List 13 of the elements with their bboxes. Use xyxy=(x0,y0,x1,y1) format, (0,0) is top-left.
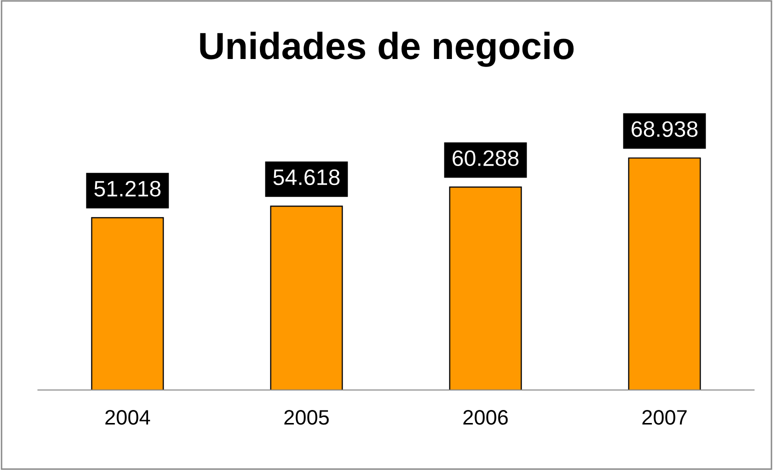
x-tick-label: 2005 xyxy=(284,410,329,425)
bar xyxy=(91,217,164,390)
chart-title: Unidades de negocio xyxy=(200,32,574,67)
x-tick-label: 2004 xyxy=(105,410,150,425)
bar xyxy=(449,186,522,390)
bar xyxy=(628,157,701,390)
x-tick-label: 2007 xyxy=(642,410,687,425)
data-label: 68.938 xyxy=(632,121,698,137)
bar xyxy=(270,206,343,390)
data-label: 51.218 xyxy=(94,180,161,197)
data-label: 54.618 xyxy=(273,169,340,186)
x-tick-label: 2006 xyxy=(463,410,508,425)
data-label: 60.288 xyxy=(452,150,519,166)
